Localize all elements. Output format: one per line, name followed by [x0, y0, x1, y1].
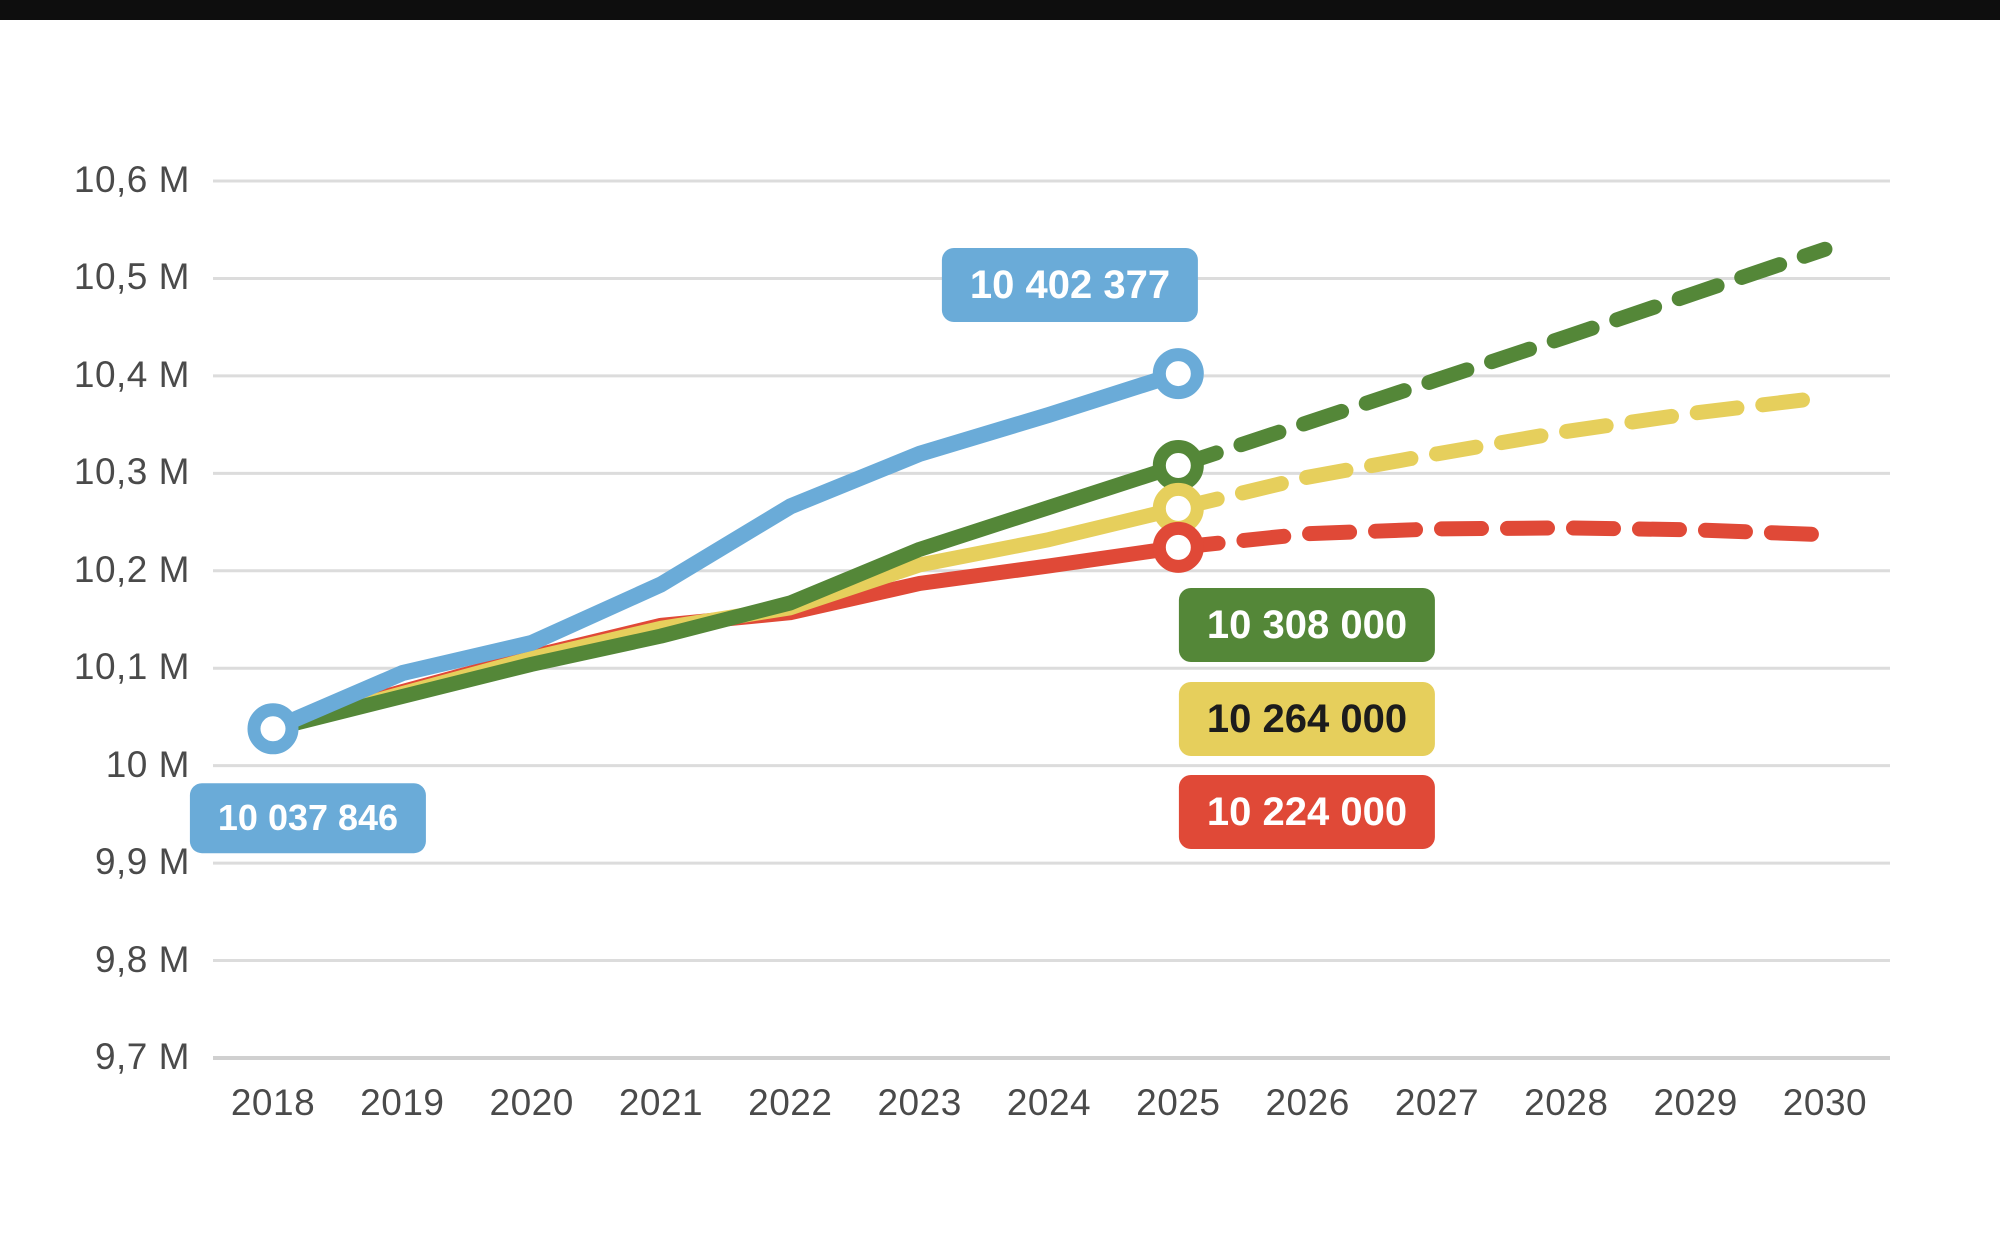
- x-axis-tick-label: 2028: [1524, 1082, 1609, 1123]
- annotation-actual-2018: 10 037 846: [189, 783, 427, 853]
- y-axis-tick-label: 10,3 M: [73, 451, 190, 493]
- series-scenario_low-dashed-line: [1170, 520, 1833, 555]
- series-scenario_low-marker[interactable]: [1152, 521, 1204, 573]
- y-axis-tick-label: 10,4 M: [73, 354, 190, 396]
- series-actual-marker[interactable]: [247, 703, 299, 755]
- y-axis-tick-label: 10,5 M: [73, 256, 190, 298]
- y-axis-tick-label: 9,9 M: [94, 841, 190, 883]
- x-axis-tick-label: 2025: [1136, 1082, 1221, 1123]
- y-axis-tick-label: 10,2 M: [73, 548, 190, 590]
- x-axis-tick-label: 2019: [360, 1082, 445, 1123]
- series-scenario_high-marker[interactable]: [1152, 440, 1204, 492]
- y-axis-tick-label: 9,7 M: [94, 1036, 190, 1078]
- x-axis-tick-label: 2018: [230, 1082, 316, 1123]
- series-scenario_high-dashed-line: [1170, 241, 1833, 474]
- annotation-low-2025: 10 224 000: [1178, 775, 1436, 849]
- series-scenario_mid-marker[interactable]: [1152, 482, 1204, 534]
- x-axis-tick-label: 2024: [1006, 1082, 1092, 1123]
- y-axis-tick-label: 10,6 M: [73, 159, 190, 201]
- series-scenario_high-solid-line: [265, 458, 1186, 737]
- y-axis-tick-label: 10,1 M: [73, 646, 190, 688]
- x-axis-tick-label: 2027: [1394, 1082, 1480, 1123]
- x-axis-tick-label: 2022: [748, 1082, 833, 1123]
- annotation-high-2025: 10 308 000: [1178, 588, 1436, 662]
- series-actual-solid-line: [265, 365, 1187, 737]
- x-axis-tick-label: 2021: [618, 1082, 704, 1123]
- x-axis-tick-label: 2023: [877, 1082, 962, 1123]
- x-axis-tick-label: 2026: [1265, 1082, 1350, 1123]
- series-scenario_mid-dashed-line: [1170, 389, 1833, 516]
- x-axis-tick-label: 2029: [1653, 1082, 1738, 1123]
- y-axis-tick-label: 10 M: [105, 743, 190, 785]
- annotation-mid-2025: 10 264 000: [1178, 682, 1436, 756]
- top-border-bar: [0, 0, 2000, 20]
- x-axis-tick-label: 2030: [1782, 1082, 1868, 1123]
- series-actual-marker[interactable]: [1152, 348, 1204, 400]
- annotation-actual-2025: 10 402 377: [941, 248, 1199, 322]
- y-axis-tick-label: 9,8 M: [94, 938, 190, 980]
- x-axis-tick-label: 2020: [489, 1082, 574, 1123]
